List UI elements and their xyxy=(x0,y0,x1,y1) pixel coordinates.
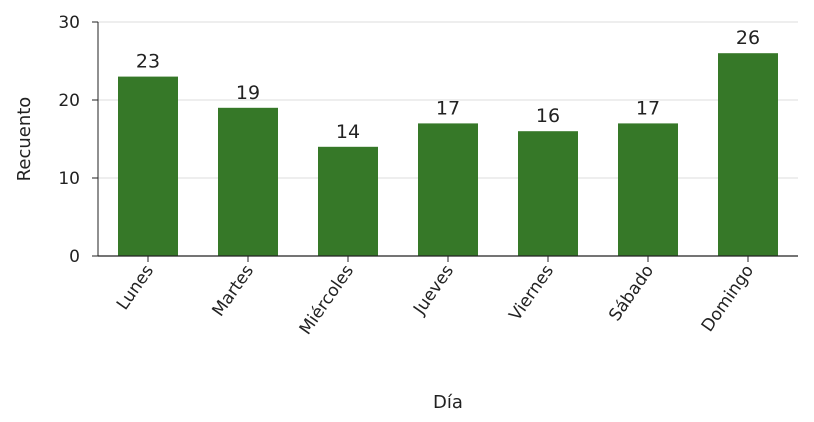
data-label-1: 19 xyxy=(236,82,260,104)
y-tick-label: 10 xyxy=(58,169,80,189)
data-label-6: 26 xyxy=(736,27,760,49)
x-tick-label-5: Sábado xyxy=(605,261,658,325)
x-axis: Lunes Martes Miércoles Jueves Viernes Sábado D… xyxy=(98,255,798,339)
bar-2 xyxy=(318,146,378,256)
bar-6 xyxy=(718,53,778,257)
data-label-4: 16 xyxy=(536,105,560,127)
bar-5 xyxy=(618,123,678,257)
y-axis-title: Recuento xyxy=(14,97,35,182)
x-tick-label-1: Martes xyxy=(208,261,258,320)
bar-1 xyxy=(218,107,278,256)
data-label-3: 17 xyxy=(436,97,460,119)
x-tick-label-3: Jueves xyxy=(409,261,458,319)
y-axis: 0 10 20 30 xyxy=(58,13,99,267)
data-labels: 23 19 14 17 16 17 26 xyxy=(136,27,760,143)
bars xyxy=(118,53,778,257)
bar-3 xyxy=(418,123,478,257)
y-tick-label: 0 xyxy=(69,247,80,267)
data-label-0: 23 xyxy=(136,51,160,73)
x-tick-label-4: Viernes xyxy=(505,261,558,324)
y-tick-label: 20 xyxy=(58,91,80,111)
bar-4 xyxy=(518,131,578,256)
y-tick-label: 30 xyxy=(58,13,80,33)
data-label-2: 14 xyxy=(336,121,360,143)
x-tick-label-0: Lunes xyxy=(113,261,158,314)
x-tick-label-2: Miércoles xyxy=(296,261,358,338)
x-tick-label-6: Domingo xyxy=(698,261,758,335)
bar-0 xyxy=(118,76,178,256)
x-axis-title: Día xyxy=(433,392,463,413)
data-label-5: 17 xyxy=(636,97,660,119)
